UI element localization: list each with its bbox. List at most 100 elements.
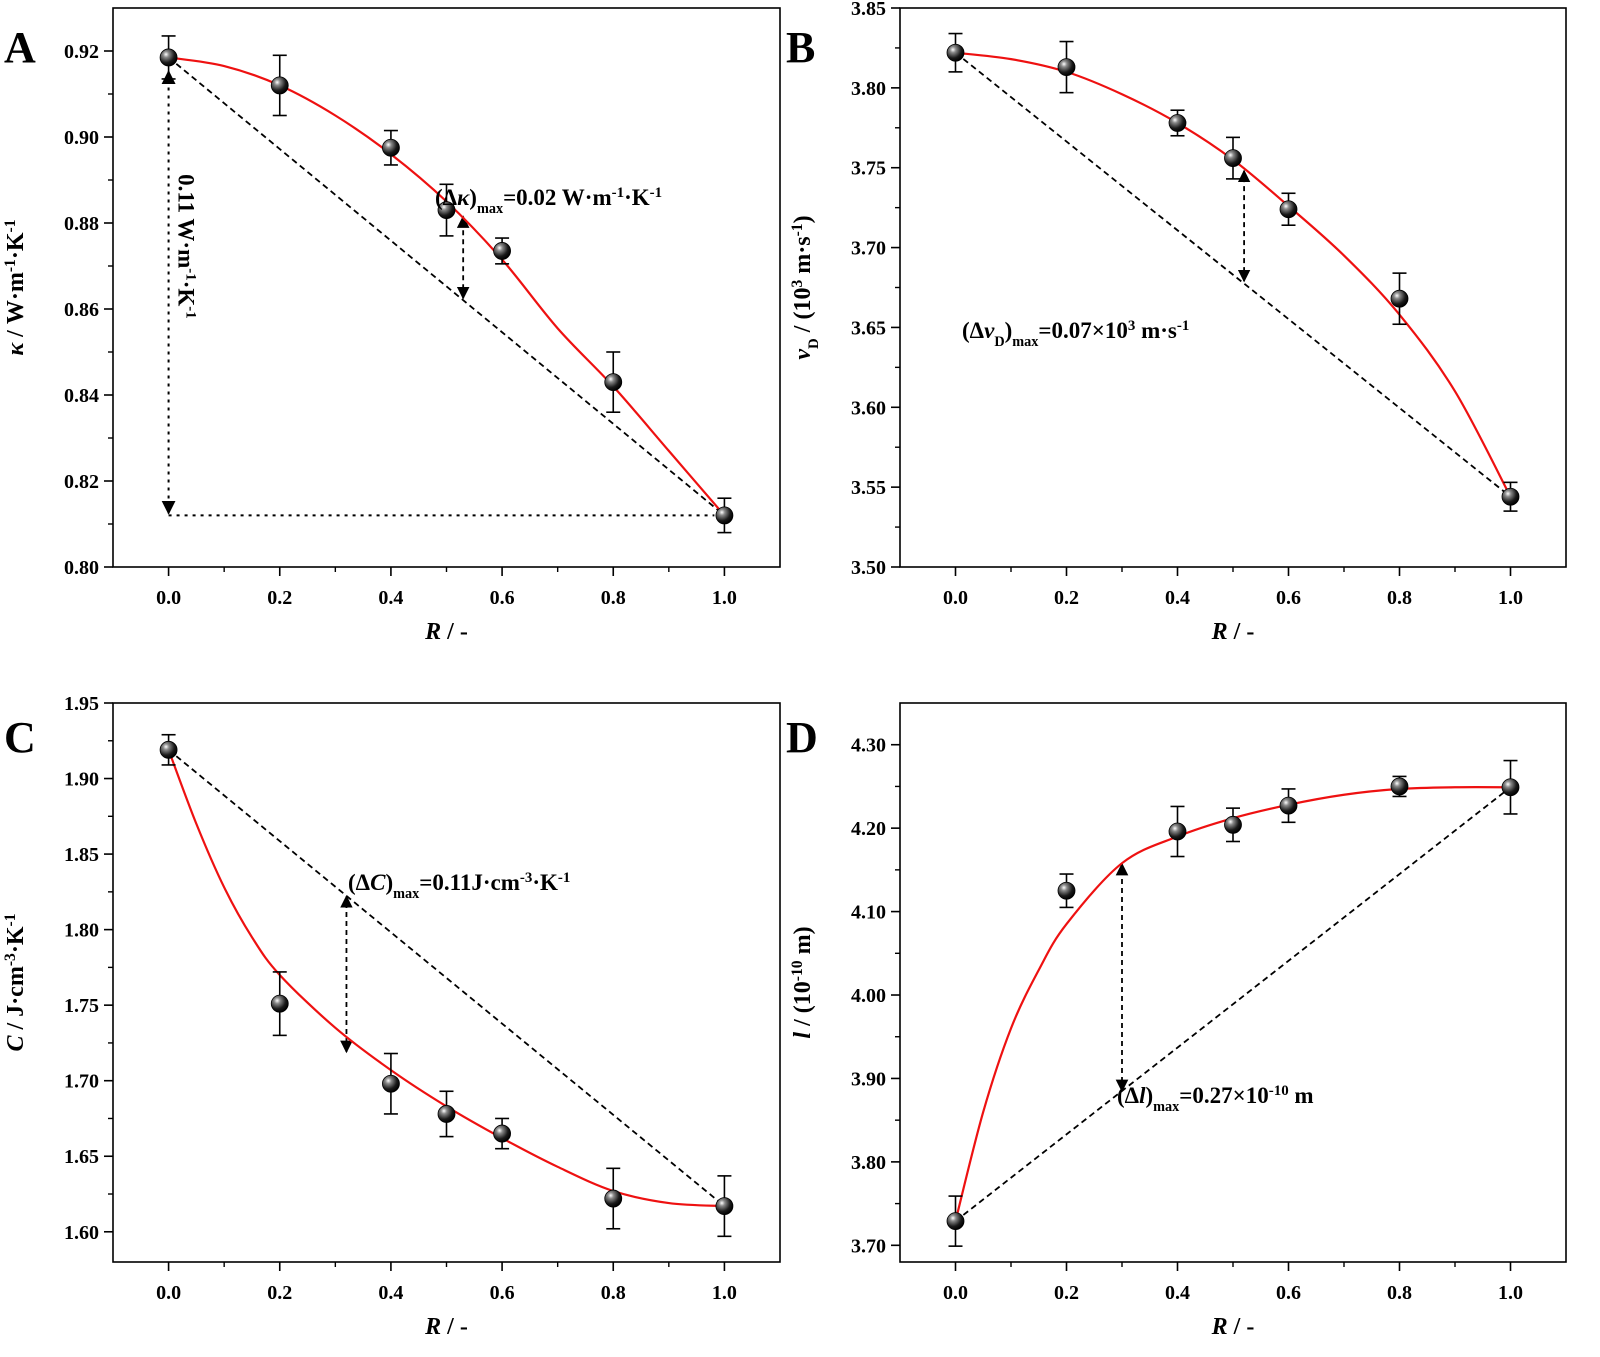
data-point (159, 48, 178, 67)
y-tick-label: 0.88 (64, 213, 99, 235)
y-tick-label: 0.84 (64, 385, 99, 407)
data-point (382, 138, 400, 157)
data-point (382, 1074, 400, 1093)
data-point (1057, 881, 1076, 900)
y-tick-label: 4.10 (851, 902, 886, 924)
y-axis-label: vD / (103 m·s-1) (789, 215, 823, 359)
x-tick-label: 0.0 (156, 1282, 181, 1304)
y-tick-label: 3.65 (851, 317, 886, 339)
y-tick-label: 3.60 (851, 397, 886, 419)
x-tick-label: 0.6 (490, 587, 515, 609)
y-tick-label: 1.60 (64, 1222, 99, 1244)
x-tick-label: 0.0 (943, 1282, 968, 1304)
max-deviation-label: (ΔC)max=0.11J·cm-3·K-1 (348, 870, 570, 902)
data-point (715, 506, 734, 525)
y-tick-label: 0.86 (64, 299, 99, 321)
data-point (270, 76, 289, 95)
x-tick-label: 0.8 (1387, 1282, 1412, 1304)
reference-line (168, 749, 725, 1207)
y-tick-label: 1.70 (64, 1071, 99, 1093)
y-tick-label: 3.90 (851, 1068, 886, 1090)
data-point (1279, 200, 1298, 219)
x-tick-label: 0.2 (267, 1282, 292, 1304)
x-axis-label: R / - (424, 619, 468, 645)
x-tick-label: 1.0 (712, 587, 737, 609)
data-point (1501, 487, 1520, 506)
data-point (1279, 796, 1298, 815)
x-tick-label: 0.6 (490, 1282, 515, 1304)
panel-d: 0.0 0.2 0.4 0.6 0.8 1.0 3.70 3.80 3.90 4.00 4.10 4.… (786, 702, 1567, 1340)
max-deviation-label: (Δκ)max=0.02 W·m-1·K-1 (435, 185, 662, 217)
y-tick-label: 0.82 (64, 471, 99, 493)
data-point (1390, 289, 1409, 308)
panel-letter: A (4, 23, 36, 72)
panel-letter: B (786, 23, 815, 72)
data-point (437, 201, 456, 220)
x-tick-label: 0.0 (943, 587, 968, 609)
y-tick-label: 0.80 (64, 557, 99, 579)
y-tick-label: 1.85 (64, 844, 99, 866)
x-tick-label: 0.6 (1276, 1282, 1301, 1304)
x-tick-label: 0.4 (1165, 587, 1190, 609)
panel-c: 0.0 0.2 0.4 0.6 0.8 1.0 1.60 1.65 1.70 1.75 1.80 1.… (2, 693, 781, 1340)
y-axis-label: κ / W·m-1·K-1 (2, 219, 30, 355)
x-tick-label: 0.6 (1276, 587, 1301, 609)
y-tick-label: 4.00 (851, 985, 886, 1007)
data-point (1168, 114, 1187, 132)
reference-line (954, 52, 1512, 498)
x-tick-label: 0.0 (156, 587, 181, 609)
x-tick-label: 0.2 (1054, 587, 1079, 609)
x-tick-label: 0.2 (1054, 1282, 1079, 1304)
y-tick-label: 4.20 (851, 818, 886, 840)
panel-letter: C (4, 713, 36, 762)
x-tick-label: 0.4 (1165, 1282, 1190, 1304)
x-tick-label: 1.0 (1498, 1282, 1523, 1304)
data-point (1501, 778, 1520, 797)
y-tick-label: 3.50 (851, 557, 886, 579)
y-tick-label: 1.75 (64, 995, 99, 1017)
data-point (437, 1105, 456, 1123)
data-point (493, 242, 511, 260)
x-tick-label: 0.4 (378, 587, 403, 609)
panel-b: 0.0 0.2 0.4 0.6 0.8 1.0 3.50 3.55 3.60 3.65 3.70 3.… (786, 0, 1567, 645)
y-tick-label: 1.65 (64, 1146, 99, 1168)
plot-frame-c (112, 702, 781, 1263)
x-tick-label: 1.0 (1498, 587, 1523, 609)
plot-frame-b (899, 7, 1567, 568)
data-point (1224, 149, 1242, 168)
x-tick-label: 0.8 (1387, 587, 1412, 609)
x-tick-label: 0.8 (601, 1282, 626, 1304)
data-point (1057, 58, 1076, 76)
y-tick-label: 3.70 (851, 1235, 886, 1257)
x-axis-label: R / - (1211, 619, 1255, 645)
data-point (270, 994, 289, 1013)
y-tick-label: 1.90 (64, 769, 99, 791)
data-point (946, 43, 965, 62)
reference-line (954, 786, 1512, 1222)
data-point (493, 1124, 511, 1143)
data-point (946, 1212, 965, 1231)
data-point (715, 1197, 734, 1215)
y-axis-label: C / J·cm-3·K-1 (2, 913, 30, 1051)
x-axis-label: R / - (424, 1314, 468, 1340)
total-change-label: 0.11 W·m-1·K-1 (174, 174, 199, 319)
y-tick-label: 1.95 (64, 693, 99, 715)
max-deviation-label: (Δl)max=0.27×10-10 m (1117, 1083, 1314, 1115)
y-tick-label: 4.30 (851, 735, 886, 757)
panel-letter: D (786, 713, 818, 762)
y-tick-label: 3.80 (851, 1152, 886, 1174)
x-tick-label: 0.8 (601, 587, 626, 609)
reference-line (168, 56, 725, 517)
panel-a: 0.0 0.2 0.4 0.6 0.8 1.0 0.80 0.82 0.84 0.86 0.88 0.… (2, 7, 781, 645)
data-point (1224, 815, 1242, 834)
x-axis-label: R / - (1211, 1314, 1255, 1340)
y-axis-label: l / (10-10 m) (789, 926, 817, 1038)
data-point (159, 740, 178, 759)
y-tick-label: 0.92 (64, 41, 99, 63)
max-deviation-label: (ΔvD)max=0.07×103 m·s-1 (962, 318, 1189, 350)
y-tick-label: 3.70 (851, 238, 886, 260)
y-tick-label: 3.55 (851, 477, 886, 499)
data-point (604, 1189, 623, 1208)
data-point (1168, 822, 1187, 841)
